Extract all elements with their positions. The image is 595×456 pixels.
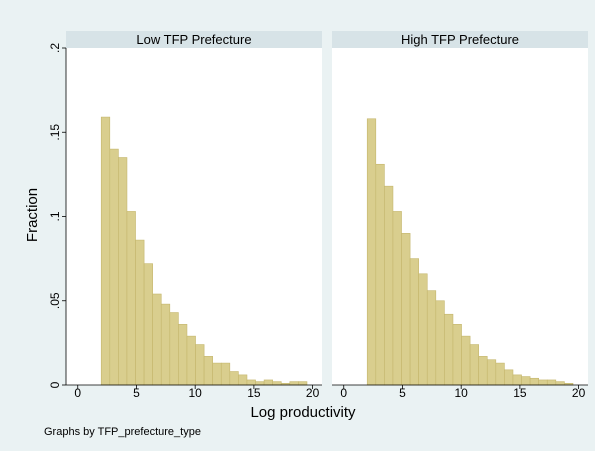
bar <box>504 369 514 386</box>
bar <box>203 356 213 386</box>
bar <box>426 290 437 386</box>
bar <box>521 376 531 386</box>
bar <box>512 374 522 386</box>
bar <box>486 359 497 386</box>
bar <box>289 381 299 386</box>
bar <box>435 300 445 386</box>
bar <box>538 379 548 386</box>
bar <box>418 273 428 386</box>
bar <box>461 335 471 386</box>
bar <box>298 381 308 386</box>
x-tick-label: 10 <box>454 386 468 400</box>
bar <box>246 379 256 386</box>
bar <box>392 211 402 386</box>
bar <box>169 312 179 386</box>
x-tick-label: 5 <box>399 386 406 400</box>
y-axis-label: Fraction <box>24 188 41 242</box>
bar <box>160 303 171 386</box>
x-axis-label: Log productivity <box>250 404 356 421</box>
bar <box>152 293 162 386</box>
x-tick-label: 0 <box>340 386 347 400</box>
bar <box>109 148 119 386</box>
panel-header <box>332 31 588 48</box>
x-tick-label: 15 <box>247 386 261 400</box>
y-tick-label: 0 <box>48 381 62 388</box>
y-tick-label: .15 <box>48 124 62 141</box>
bar <box>555 381 565 386</box>
bar <box>135 239 145 386</box>
y-tick-label: .2 <box>48 43 62 53</box>
bar <box>220 362 231 386</box>
x-tick-label: 20 <box>572 386 586 400</box>
bar <box>495 362 505 386</box>
x-tick-label: 15 <box>513 386 527 400</box>
bar <box>126 211 136 386</box>
bar <box>452 324 462 386</box>
x-tick-label: 10 <box>188 386 202 400</box>
y-tick-label: .05 <box>48 292 62 309</box>
bar <box>546 379 557 386</box>
bar <box>118 157 128 386</box>
bar <box>263 379 273 386</box>
bar <box>401 233 411 386</box>
x-tick-label: 0 <box>74 386 81 400</box>
note: Graphs by TFP_prefecture_type <box>44 426 201 438</box>
bar <box>366 118 377 386</box>
bar <box>255 381 265 386</box>
x-tick-label: 20 <box>306 386 320 400</box>
bar <box>143 263 153 386</box>
bar <box>409 258 419 386</box>
panel-title: High TFP Prefecture <box>401 32 519 47</box>
bar <box>478 356 488 386</box>
bar <box>178 324 188 386</box>
bar <box>444 313 454 386</box>
bar <box>229 371 239 386</box>
bar <box>195 344 205 386</box>
bar <box>100 116 111 386</box>
bar <box>375 163 385 386</box>
bar <box>384 185 394 386</box>
bar <box>469 344 479 386</box>
bar <box>186 335 196 386</box>
panel-header <box>66 31 322 48</box>
bar <box>272 381 282 386</box>
bar <box>238 374 248 386</box>
y-tick-label: .1 <box>48 211 62 221</box>
bar <box>212 362 222 386</box>
panel-title: Low TFP Prefecture <box>136 32 251 47</box>
x-tick-label: 5 <box>133 386 140 400</box>
bar <box>529 377 539 386</box>
